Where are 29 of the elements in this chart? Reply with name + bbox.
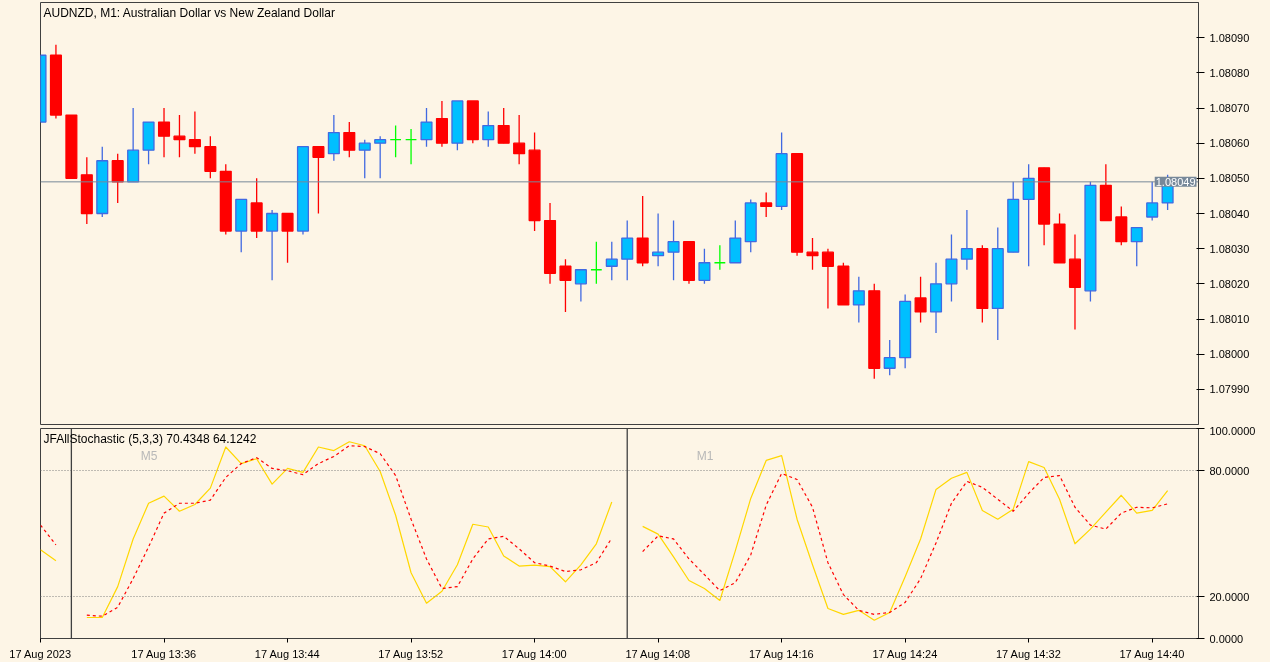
y-tick-label: 1.08050: [1209, 172, 1250, 185]
annotation: M5: [140, 448, 158, 463]
y-tick-label: 1.08020: [1209, 277, 1250, 290]
y-tick-label: 1.07990: [1209, 383, 1250, 396]
y-tick-label: 1.08000: [1209, 348, 1250, 361]
y-tick-label: 1.08060: [1209, 137, 1250, 150]
x-tick-label: 17 Aug 14:40: [1119, 647, 1185, 660]
y-tick-label: 1.08080: [1209, 66, 1250, 79]
y-tick-label: 1.08010: [1209, 313, 1250, 325]
y-tick-label: 1.08090: [1209, 31, 1250, 44]
y-tick-label: 100.0000: [1209, 424, 1256, 437]
x-tick-label: 17 Aug 2023: [9, 647, 72, 660]
x-tick-label: 17 Aug 14:24: [872, 647, 938, 660]
x-tick-label: 17 Aug 14:32: [995, 647, 1061, 660]
y-tick-label: 0.0000: [1209, 632, 1244, 645]
x-tick-label: 17 Aug 14:00: [501, 647, 567, 660]
y-tick-label: 80.0000: [1209, 464, 1250, 477]
ref-line-label: 1.08049: [1155, 175, 1196, 188]
annotation: M1: [696, 448, 714, 463]
x-tick-label: 17 Aug 14:08: [625, 647, 691, 660]
y-tick-label: 1.08070: [1209, 102, 1250, 114]
x-tick-label: 17 Aug 14:16: [748, 647, 814, 660]
x-tick-label: 17 Aug 13:36: [131, 647, 197, 660]
y-tick-label: 20.0000: [1209, 590, 1250, 603]
chart-title: AUDNZD, M1: Australian Dollar vs New Zealand Dollar: [43, 5, 335, 20]
x-tick-label: 17 Aug 13:44: [254, 647, 320, 660]
x-tick-label: 17 Aug 13:52: [378, 647, 444, 660]
y-tick-label: 1.08030: [1209, 242, 1250, 255]
y-tick-label: 1.08040: [1209, 207, 1250, 220]
